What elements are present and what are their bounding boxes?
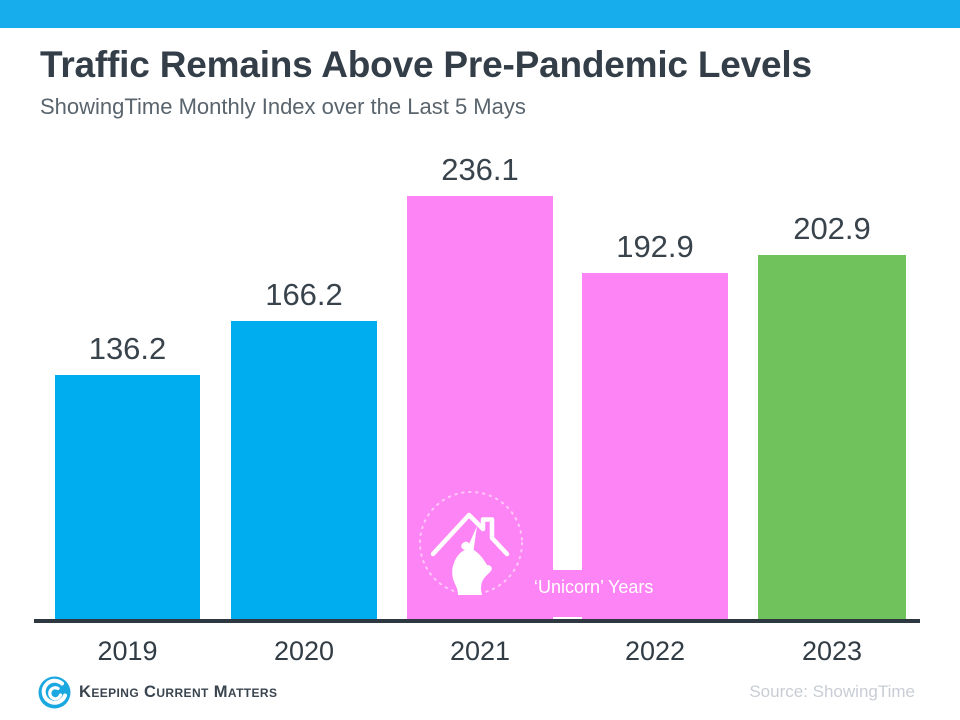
unicorn-house-icon	[419, 491, 523, 595]
x-axis-label-2022: 2022	[624, 636, 686, 666]
bar-2023	[758, 255, 906, 619]
x-axis-label-2021: 2021	[449, 636, 511, 666]
x-axis-label-2020: 2020	[273, 636, 335, 666]
value-label-2020: 166.2	[265, 277, 343, 312]
bar-2021	[407, 196, 553, 619]
bar-2019	[55, 375, 200, 619]
bar-2022	[582, 273, 728, 619]
source-attribution: Source: ShowingTime	[749, 682, 915, 701]
page-title: Traffic Remains Above Pre-Pandemic Level…	[40, 44, 812, 85]
brand-name: Keeping Current Matters	[79, 683, 278, 701]
bar-2020	[231, 321, 377, 619]
value-label-2022: 192.9	[616, 229, 694, 264]
x-axis-label-2019: 2019	[97, 636, 158, 666]
top-accent-bar	[0, 0, 960, 28]
x-axis-label-2023: 2023	[801, 636, 863, 666]
value-label-2021: 236.1	[441, 152, 519, 187]
page-subtitle: ShowingTime Monthly Index over the Last …	[40, 94, 526, 119]
unicorn-years-label: ‘Unicorn’ Years	[534, 577, 654, 597]
value-label-2019: 136.2	[88, 331, 167, 366]
kcm-swirl-logo	[38, 676, 71, 709]
value-label-2023: 202.9	[793, 211, 871, 246]
x-axis-line	[34, 619, 920, 623]
